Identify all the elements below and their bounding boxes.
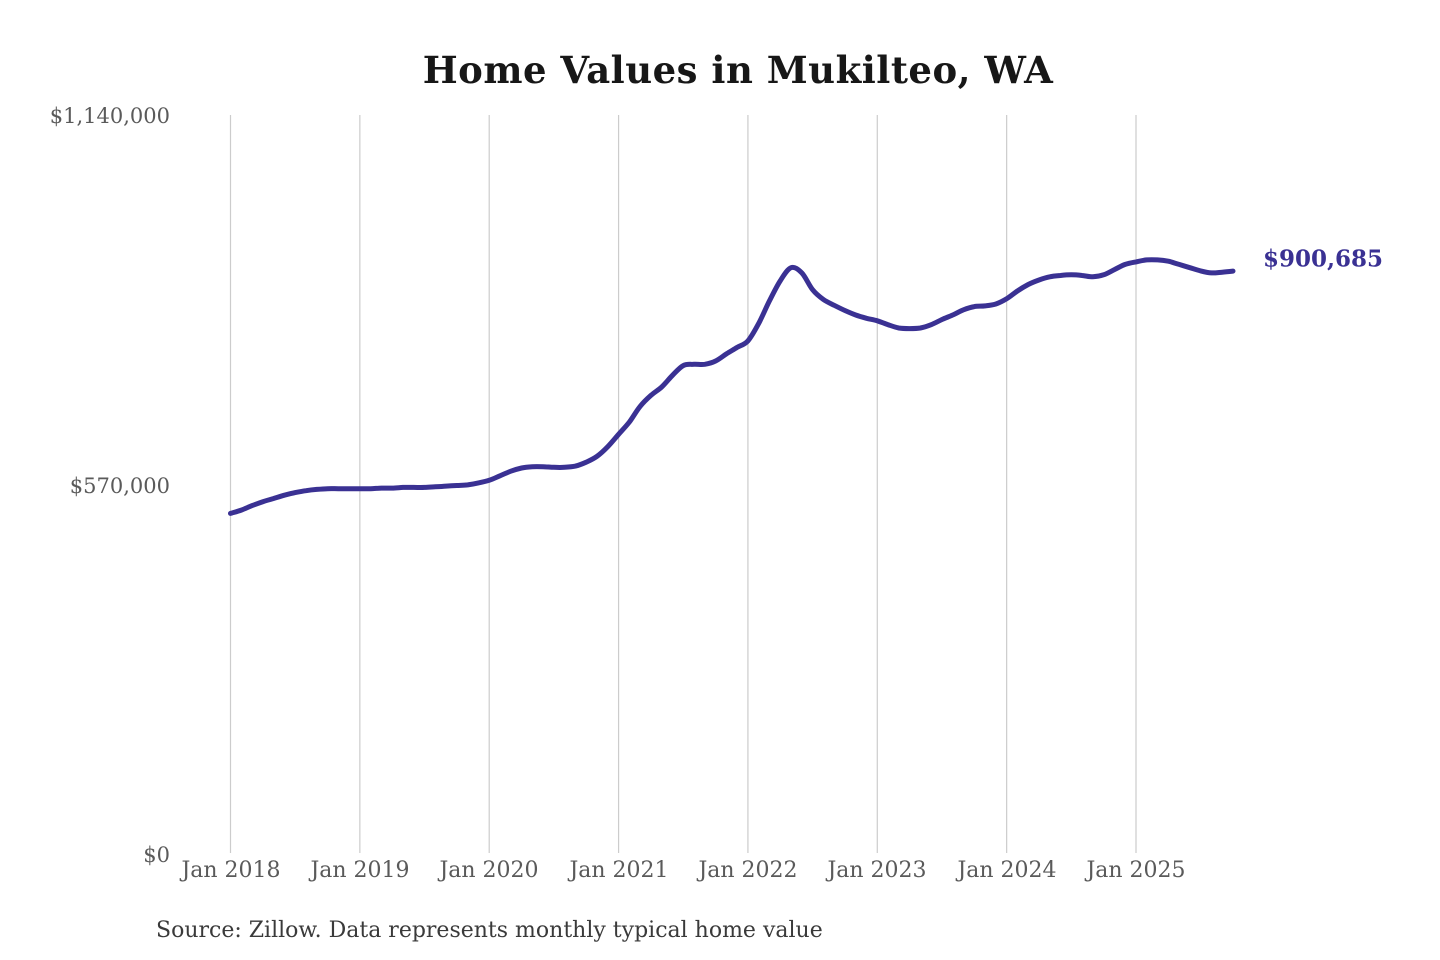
- x-tick-label-jan-2019: Jan 2019: [310, 858, 410, 883]
- home-value-line-series: [228, 257, 1236, 516]
- x-tick-label-jan-2021: Jan 2021: [569, 858, 669, 883]
- y-tick-label-570000: $570,000: [69, 474, 170, 498]
- vertical-gridlines: [229, 115, 1137, 853]
- x-tick-label-jan-2023: Jan 2023: [827, 858, 927, 883]
- x-tick-label-jan-2024: Jan 2024: [957, 858, 1057, 883]
- x-tick-label-jan-2022: Jan 2022: [698, 858, 798, 883]
- source-note: Source: Zillow. Data represents monthly …: [156, 918, 823, 943]
- x-tick-label-jan-2020: Jan 2020: [439, 858, 539, 883]
- x-tick-label-jan-2018: Jan 2018: [181, 858, 281, 883]
- y-tick-label-1140000: $1,140,000: [49, 104, 170, 128]
- chart-title: Home Values in Mukilteo, WA: [422, 48, 1054, 92]
- x-tick-label-jan-2025: Jan 2025: [1086, 858, 1186, 883]
- y-tick-label-0: $0: [143, 843, 170, 867]
- latest-value-annotation: $900,685: [1263, 245, 1384, 273]
